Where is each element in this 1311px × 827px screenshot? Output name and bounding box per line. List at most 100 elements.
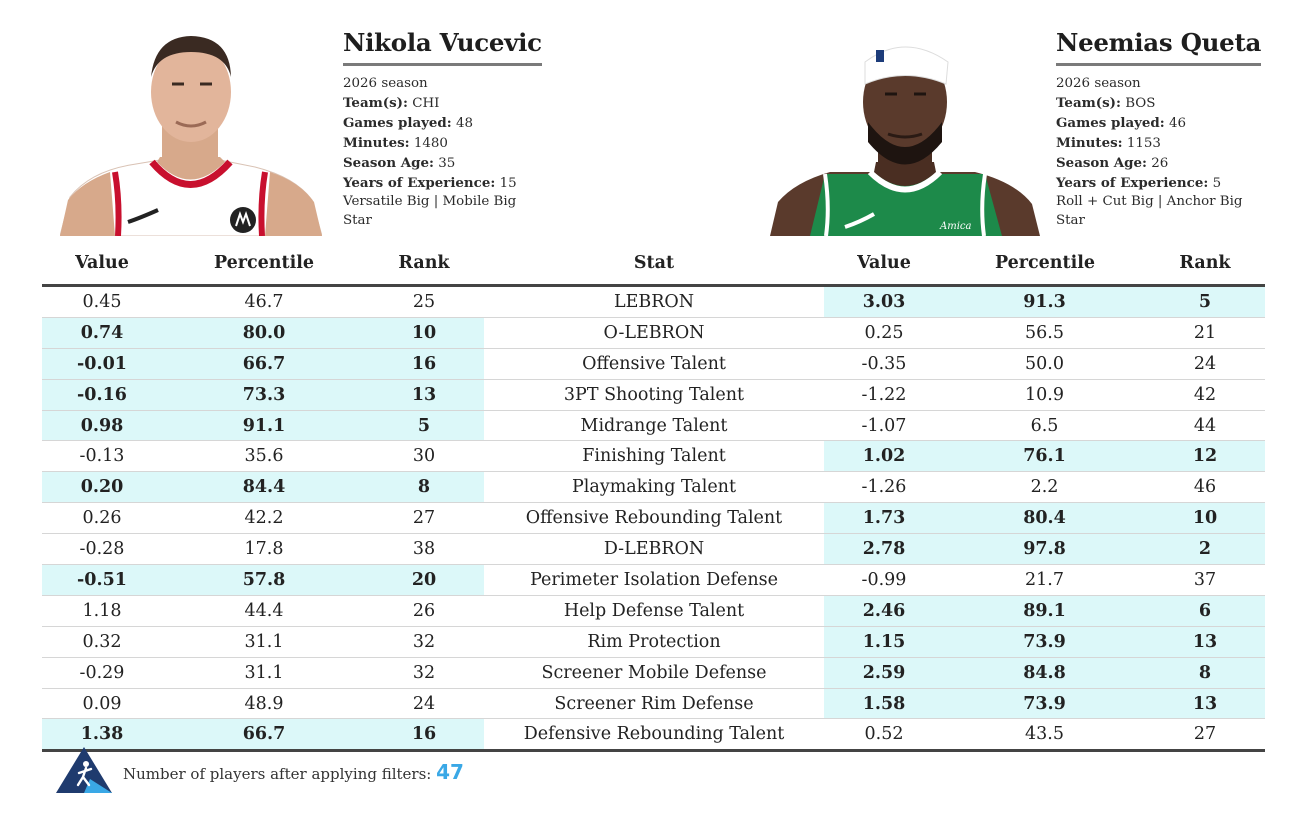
left-rank-cell: 16: [411, 353, 437, 374]
games-value: 46: [1169, 115, 1187, 131]
svg-text:Amica: Amica: [939, 221, 972, 232]
table-header: Value Percentile Rank Stat Value Percent…: [42, 248, 1265, 284]
left-highlight: [42, 379, 484, 410]
stat-name-cell: Defensive Rebounding Talent: [523, 724, 785, 745]
header-divider: [42, 284, 1265, 287]
left-highlight: [42, 719, 484, 750]
stat-name-cell: Screener Rim Defense: [554, 693, 754, 714]
table-body: 0.45 46.7 25 LEBRON 3.03 91.3 5 0.74 80.0 10 O-LEB…: [42, 287, 1265, 750]
header-right-rank: Rank: [1179, 253, 1231, 273]
right-value-cell: -1.22: [861, 384, 907, 405]
header-left-value: Value: [75, 253, 129, 273]
table-row: 0.74 80.0 10 O-LEBRON 0.25 56.5 21: [42, 317, 1265, 349]
team-value: BOS: [1125, 95, 1156, 111]
left-percentile-cell: 35.6: [244, 446, 284, 467]
table-row: -0.29 31.1 32 Screener Mobile Defense 2.59 84…: [42, 657, 1265, 689]
left-rank-cell: 13: [411, 384, 437, 405]
right-rank-cell: 2: [1198, 539, 1212, 560]
left-percentile-cell: 66.7: [242, 353, 286, 374]
table-row: 0.98 91.1 5 Midrange Talent -1.07 6.5 44: [42, 410, 1265, 442]
minutes-value: 1480: [413, 135, 448, 151]
right-value-cell: 1.02: [862, 446, 906, 467]
right-rank-cell: 46: [1193, 477, 1217, 498]
table-bottom-divider: [42, 749, 1265, 753]
right-highlight: [824, 441, 1265, 472]
right-percentile-cell: 6.5: [1030, 415, 1059, 436]
table-row: -0.13 35.6 30 Finishing Talent 1.02 76.1 12: [42, 441, 1265, 473]
right-rank-cell: 10: [1192, 508, 1218, 529]
right-value-cell: 3.03: [862, 292, 906, 312]
roles-line: Star: [1056, 213, 1085, 229]
table-row: 0.32 31.1 32 Rim Protection 1.15 73.9 13: [42, 626, 1265, 658]
left-value-cell: -0.13: [79, 446, 125, 467]
left-percentile-cell: 46.7: [244, 292, 284, 312]
right-value-cell: 2.46: [862, 600, 906, 621]
right-value-cell: 2.78: [862, 539, 906, 560]
right-percentile-cell: 50.0: [1025, 353, 1064, 374]
right-highlight: [824, 688, 1265, 719]
left-rank-cell: 8: [417, 477, 431, 498]
right-percentile-cell: 76.1: [1023, 446, 1066, 467]
stat-name-cell: Offensive Rebounding Talent: [525, 508, 783, 529]
left-highlight: [42, 565, 484, 595]
left-percentile-cell: 73.3: [242, 384, 286, 405]
header-left-rank: Rank: [398, 253, 450, 273]
left-value-cell: 0.32: [82, 631, 122, 652]
right-rank-cell: 21: [1193, 322, 1217, 343]
stat-name-cell: Offensive Talent: [582, 353, 726, 374]
stat-name-cell: Perimeter Isolation Defense: [530, 570, 778, 591]
player-meta: 2026 season Team(s): BOS Games played: 4…: [1056, 75, 1261, 231]
right-percentile-cell: 89.1: [1023, 600, 1066, 621]
table-row: 0.09 48.9 24 Screener Rim Defense 1.58 73.9 13: [42, 688, 1265, 720]
stat-name-cell: Midrange Talent: [580, 415, 728, 436]
header-left-percentile: Percentile: [213, 253, 315, 273]
left-value-cell: -0.28: [79, 539, 125, 560]
left-percentile-cell: 91.1: [242, 415, 286, 436]
header-stat: Stat: [633, 253, 675, 273]
team-value: CHI: [412, 95, 440, 111]
table-row: 0.26 42.2 27 Offensive Rebounding Talent 1.7…: [42, 503, 1265, 535]
player-info: Nikola Vucevic 2026 season Team(s): CHI …: [343, 28, 548, 231]
stat-name-cell: Playmaking Talent: [572, 477, 736, 498]
right-rank-cell: 13: [1192, 631, 1218, 652]
right-value-cell: 1.58: [862, 693, 906, 714]
left-value-cell: 0.45: [82, 292, 122, 312]
left-percentile-cell: 84.4: [242, 477, 286, 498]
right-rank-cell: 5: [1198, 292, 1212, 312]
season-label: 2026 season: [343, 76, 428, 91]
header-right-percentile: Percentile: [994, 253, 1096, 273]
player-headshot-icon: [60, 36, 322, 236]
right-rank-cell: 12: [1192, 446, 1218, 467]
right-value-cell: -0.99: [861, 570, 907, 591]
right-rank-cell: 24: [1193, 353, 1217, 374]
age-value: 26: [1151, 155, 1169, 171]
left-value-cell: -0.29: [79, 662, 125, 683]
left-value-cell: 0.26: [82, 508, 122, 529]
left-value-cell: 0.98: [80, 415, 124, 436]
left-rank-cell: 20: [411, 570, 437, 591]
left-rank-cell: 16: [411, 724, 437, 745]
left-rank-cell: 38: [412, 539, 436, 560]
right-value-cell: 2.59: [862, 662, 906, 683]
left-percentile-cell: 42.2: [244, 508, 284, 529]
stat-name-cell: 3PT Shooting Talent: [563, 384, 745, 405]
season-label: 2026 season: [1056, 76, 1141, 91]
roles-line: Versatile Big | Mobile Big: [343, 194, 517, 210]
right-rank-cell: 6: [1198, 600, 1212, 621]
right-percentile-cell: 21.7: [1025, 570, 1064, 591]
left-percentile-cell: 80.0: [242, 322, 286, 343]
left-percentile-cell: 44.4: [244, 600, 284, 621]
right-percentile-cell: 80.4: [1023, 508, 1066, 529]
right-rank-cell: 44: [1193, 415, 1217, 436]
right-percentile-cell: 10.9: [1025, 384, 1064, 405]
comparison-table: Value Percentile Rank Stat Value Percent…: [42, 248, 1265, 753]
right-rank-cell: 37: [1193, 570, 1217, 591]
player-name: Neemias Queta: [1056, 28, 1261, 66]
basketball-player-logo-icon: [56, 747, 112, 793]
right-percentile-cell: 91.3: [1023, 292, 1066, 312]
left-rank-cell: 25: [412, 292, 436, 312]
left-percentile-cell: 31.1: [244, 631, 284, 652]
stat-name-cell: LEBRON: [613, 292, 695, 312]
left-percentile-cell: 57.8: [242, 570, 286, 591]
right-percentile-cell: 56.5: [1025, 322, 1064, 343]
